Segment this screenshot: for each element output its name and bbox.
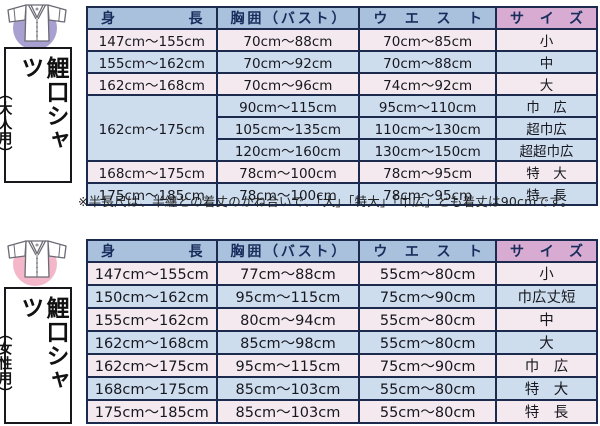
table-row: 162cm〜175cm 90cm〜115cm 95cm〜110cm 巾 広	[86, 94, 598, 162]
size-label-cell: 特 大	[495, 160, 598, 184]
column-header: 身長	[86, 6, 218, 30]
waist-range-cell: 74cm〜92cm	[358, 72, 497, 96]
bust-range-cell: 90cm〜115cm	[215, 94, 361, 118]
bust-range-cell: 85cm〜98cm	[215, 330, 361, 355]
bust-range-cell: 120cm〜160cm	[215, 138, 361, 162]
height-range-cell: 162cm〜168cm	[86, 72, 218, 96]
bust-range-cell: 85cm〜103cm	[215, 376, 361, 401]
height-range-cell: 155cm〜162cm	[86, 50, 218, 74]
size-label-cell: 中	[495, 50, 598, 74]
height-range-cell: 175cm〜185cm	[86, 399, 218, 424]
shirt-icon	[7, 4, 67, 42]
waist-range-cell: 75cm〜90cm	[358, 284, 497, 309]
size-label-cell: 中	[495, 307, 598, 332]
size-label-cell: 超超巾広	[495, 138, 598, 162]
waist-range-cell: 75cm〜90cm	[358, 353, 497, 378]
size-label-cell: 特 長	[495, 182, 598, 206]
table-row: 150cm〜162cm 95cm〜115cm 75cm〜90cm 巾広丈短	[86, 284, 598, 309]
adult-section-label: 鯉口シャツ （大人用）	[0, 47, 72, 183]
size-label-cell: 小	[495, 261, 598, 286]
height-range-cell: 147cm〜155cm	[86, 28, 218, 52]
size-label-cell: 小	[495, 28, 598, 52]
women-section-label: 鯉口シャツ （女性用）	[0, 287, 72, 424]
size-label-cell: 巾 広	[495, 353, 598, 378]
size-label-cell: 大	[495, 330, 598, 355]
column-header: 身長	[86, 239, 218, 263]
size-label-cell: 超巾広	[495, 116, 598, 140]
bust-range-cell: 95cm〜115cm	[215, 353, 361, 378]
bust-range-cell: 85cm〜103cm	[215, 399, 361, 424]
size-label-cell: 特 長	[495, 399, 598, 424]
height-range-cell: 162cm〜175cm	[86, 353, 218, 378]
bust-range-cell: 78cm〜100cm	[215, 182, 361, 206]
waist-range-cell: 55cm〜80cm	[358, 399, 497, 424]
section-subtitle: （女性用）	[0, 326, 13, 401]
column-header: ウエスト	[358, 6, 497, 30]
size-label-cell: 大	[495, 72, 598, 96]
table-row: 120cm〜160cm 130cm〜150cm 超超巾広	[87, 138, 598, 162]
section-title: 鯉口シャツ	[16, 56, 68, 152]
table-row: 155cm〜162cm 70cm〜92cm 70cm〜88cm 中	[86, 50, 598, 74]
table-row: 175cm〜185cm 78cm〜100cm 78cm〜95cm 特 長	[86, 182, 598, 206]
bust-range-cell: 70cm〜96cm	[215, 72, 361, 96]
height-range-cell: 147cm〜155cm	[86, 261, 218, 286]
waist-range-cell: 70cm〜85cm	[358, 28, 497, 52]
waist-range-cell: 95cm〜110cm	[358, 94, 497, 118]
column-header: ウエスト	[358, 239, 497, 263]
women-shirt-icon-block	[5, 237, 69, 286]
bust-range-cell: 70cm〜88cm	[215, 28, 361, 52]
waist-range-cell: 55cm〜80cm	[358, 307, 497, 332]
table-row: 162cm〜168cm 85cm〜98cm 55cm〜80cm 大	[86, 330, 598, 355]
height-range-cell: 175cm〜185cm	[86, 182, 218, 206]
bust-range-cell: 95cm〜115cm	[215, 284, 361, 309]
height-range-cell: 168cm〜175cm	[86, 376, 218, 401]
bust-range-cell: 78cm〜100cm	[215, 160, 361, 184]
waist-range-cell: 55cm〜80cm	[358, 330, 497, 355]
table-row: 162cm〜175cm 95cm〜115cm 75cm〜90cm 巾 広	[86, 353, 598, 378]
waist-range-cell: 70cm〜88cm	[358, 50, 497, 74]
waist-range-cell: 78cm〜95cm	[358, 182, 497, 206]
table-row: 162cm〜168cm 70cm〜96cm 74cm〜92cm 大	[86, 72, 598, 96]
table-row: 105cm〜135cm 110cm〜130cm 超巾広	[87, 116, 598, 140]
waist-range-cell: 55cm〜80cm	[358, 261, 497, 286]
column-header: 胸囲（バスト）	[215, 6, 361, 30]
bust-range-cell: 80cm〜94cm	[215, 307, 361, 332]
table-row: 147cm〜155cm 77cm〜88cm 55cm〜80cm 小	[86, 261, 598, 286]
table-row: 147cm〜155cm 70cm〜88cm 70cm〜85cm 小	[86, 28, 598, 52]
waist-range-cell: 130cm〜150cm	[358, 138, 497, 162]
column-header: サイズ	[495, 6, 598, 30]
table-row: 175cm〜185cm 85cm〜103cm 55cm〜80cm 特 長	[86, 399, 598, 424]
bust-range-cell: 70cm〜92cm	[215, 50, 361, 74]
table-row: 168cm〜175cm 78cm〜100cm 78cm〜95cm 特 大	[86, 160, 598, 184]
column-header: 胸囲（バスト）	[215, 239, 361, 263]
adult-size-table: 身長 胸囲（バスト） ウエスト サイズ 147cm〜155cm 70cm〜88cm 70cm…	[86, 6, 598, 206]
table-row: 155cm〜162cm 80cm〜94cm 55cm〜80cm 中	[86, 307, 598, 332]
height-range-cell: 155cm〜162cm	[86, 307, 218, 332]
waist-range-cell: 78cm〜95cm	[358, 160, 497, 184]
waist-range-cell: 110cm〜130cm	[358, 116, 497, 140]
waist-range-cell: 55cm〜80cm	[358, 376, 497, 401]
size-label-cell: 巾広丈短	[495, 284, 598, 309]
size-footnote: ※半長尺は、半纏との着丈のかね合いで、「大」「特大」「巾広」とも着丈は90cmで…	[78, 194, 574, 209]
bust-range-cell: 105cm〜135cm	[215, 116, 361, 140]
height-range-cell: 162cm〜175cm	[86, 94, 218, 162]
height-range-cell: 162cm〜168cm	[86, 330, 218, 355]
size-label-cell: 巾 広	[495, 94, 598, 118]
bust-range-cell: 77cm〜88cm	[215, 261, 361, 286]
women-size-table: 身長 胸囲（バスト） ウエスト サイズ 147cm〜155cm 77cm〜88cm 55cm…	[86, 239, 598, 424]
height-range-cell: 168cm〜175cm	[86, 160, 218, 184]
section-title: 鯉口シャツ	[16, 296, 68, 392]
height-range-cell: 150cm〜162cm	[86, 284, 218, 309]
size-label-cell: 特 大	[495, 376, 598, 401]
adult-shirt-icon-block	[5, 1, 69, 50]
column-header: サイズ	[495, 239, 598, 263]
table-row: 168cm〜175cm 85cm〜103cm 55cm〜80cm 特 大	[86, 376, 598, 401]
shirt-icon	[7, 240, 67, 278]
section-subtitle: （大人用）	[0, 86, 13, 161]
